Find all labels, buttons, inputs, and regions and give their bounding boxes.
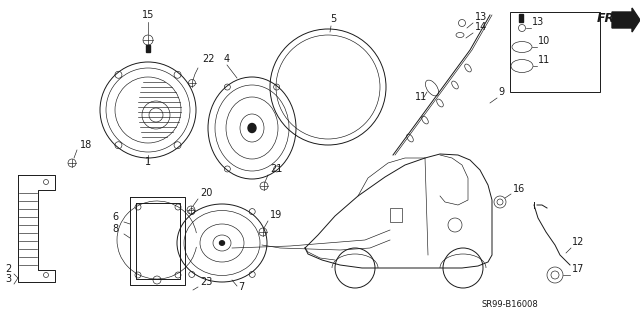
Text: 13: 13 bbox=[532, 17, 544, 27]
Polygon shape bbox=[612, 8, 640, 32]
Text: 5: 5 bbox=[330, 14, 336, 24]
Text: 18: 18 bbox=[80, 140, 92, 150]
Bar bbox=[519, 14, 523, 22]
Text: 23: 23 bbox=[200, 277, 212, 287]
Text: 17: 17 bbox=[572, 264, 584, 274]
Text: 6: 6 bbox=[112, 212, 118, 222]
Text: 8: 8 bbox=[112, 224, 118, 234]
Text: 19: 19 bbox=[270, 210, 282, 220]
Text: 9: 9 bbox=[498, 87, 504, 97]
Text: FR.: FR. bbox=[597, 12, 620, 25]
Text: 13: 13 bbox=[475, 12, 487, 22]
Text: 11: 11 bbox=[538, 55, 550, 65]
Text: 1: 1 bbox=[145, 157, 151, 167]
Text: 11: 11 bbox=[415, 92, 428, 102]
Text: 15: 15 bbox=[142, 10, 154, 20]
Text: 16: 16 bbox=[513, 184, 525, 194]
Bar bbox=[390, 208, 402, 222]
Bar bbox=[146, 45, 150, 52]
Text: 14: 14 bbox=[475, 22, 487, 32]
Ellipse shape bbox=[248, 123, 256, 132]
Text: 12: 12 bbox=[572, 237, 584, 247]
Text: 22: 22 bbox=[202, 54, 214, 64]
Text: 20: 20 bbox=[200, 188, 212, 198]
Text: SR99-B16008: SR99-B16008 bbox=[482, 300, 538, 309]
Text: 7: 7 bbox=[238, 282, 244, 292]
Bar bbox=[510, 12, 600, 92]
Text: 21: 21 bbox=[270, 164, 282, 174]
Text: 4: 4 bbox=[224, 54, 230, 64]
Ellipse shape bbox=[220, 241, 225, 245]
Text: 3: 3 bbox=[5, 274, 11, 284]
Text: 2: 2 bbox=[5, 264, 12, 274]
Text: 10: 10 bbox=[538, 36, 550, 46]
